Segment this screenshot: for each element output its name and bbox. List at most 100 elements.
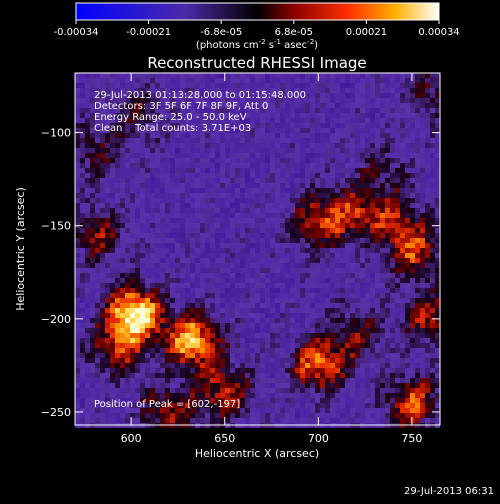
heatmap-cell — [285, 193, 290, 198]
heatmap-cell — [190, 393, 195, 398]
heatmap-cell — [135, 178, 140, 183]
heatmap-cell — [290, 343, 295, 348]
heatmap-cell — [215, 198, 220, 203]
heatmap-cell — [205, 303, 210, 308]
heatmap-cell — [420, 268, 425, 273]
heatmap-cell — [305, 248, 310, 253]
heatmap-cell — [200, 308, 205, 313]
heatmap-cell — [370, 78, 375, 83]
heatmap-cell — [165, 353, 170, 358]
heatmap-cell — [125, 413, 130, 418]
heatmap-cell — [350, 173, 355, 178]
heatmap-cell — [310, 78, 315, 83]
heatmap-cell — [105, 393, 110, 398]
heatmap-cell — [230, 178, 235, 183]
heatmap-cell — [90, 293, 95, 298]
heatmap-cell — [330, 88, 335, 93]
heatmap-cell — [285, 263, 290, 268]
heatmap-cell — [155, 323, 160, 328]
heatmap-cell — [405, 138, 410, 143]
heatmap-cell — [245, 213, 250, 218]
heatmap-cell — [330, 318, 335, 323]
heatmap-cell — [300, 378, 305, 383]
heatmap-cell — [230, 288, 235, 293]
heatmap-cell — [180, 343, 185, 348]
heatmap-cell — [235, 188, 240, 193]
heatmap-cell — [435, 283, 440, 288]
heatmap-cell — [275, 103, 280, 108]
heatmap-cell — [345, 368, 350, 373]
heatmap-cell — [380, 398, 385, 403]
heatmap-cell — [390, 233, 395, 238]
heatmap-cell — [300, 168, 305, 173]
heatmap-cell — [135, 328, 140, 333]
heatmap-cell — [385, 178, 390, 183]
heatmap-cell — [375, 158, 380, 163]
heatmap-cell — [410, 213, 415, 218]
heatmap-cell — [300, 403, 305, 408]
heatmap-cell — [205, 158, 210, 163]
heatmap-cell — [385, 323, 390, 328]
heatmap-cell — [110, 223, 115, 228]
heatmap-cell — [410, 323, 415, 328]
heatmap-cell — [125, 198, 130, 203]
heatmap-cell — [310, 258, 315, 263]
heatmap-cell — [295, 163, 300, 168]
heatmap-cell — [295, 273, 300, 278]
heatmap-cell — [245, 318, 250, 323]
heatmap-cell — [170, 73, 175, 78]
heatmap-cell — [230, 168, 235, 173]
heatmap-cell — [105, 368, 110, 373]
heatmap-cell — [285, 113, 290, 118]
heatmap-cell — [390, 193, 395, 198]
heatmap-cell — [395, 318, 400, 323]
heatmap-cell — [225, 173, 230, 178]
heatmap-cell — [240, 268, 245, 273]
heatmap-cell — [100, 288, 105, 293]
heatmap-cell — [145, 293, 150, 298]
heatmap-cell — [220, 238, 225, 243]
heatmap-cell — [435, 133, 440, 138]
heatmap-cell — [120, 158, 125, 163]
heatmap-cell — [285, 213, 290, 218]
heatmap-cell — [135, 293, 140, 298]
heatmap-cell — [405, 333, 410, 338]
heatmap-cell — [300, 233, 305, 238]
heatmap-cell — [185, 248, 190, 253]
heatmap-cell — [160, 333, 165, 338]
heatmap-cell — [270, 373, 275, 378]
heatmap-cell — [90, 238, 95, 243]
heatmap-cell — [245, 268, 250, 273]
heatmap-cell — [185, 303, 190, 308]
heatmap-cell — [320, 323, 325, 328]
heatmap-cell — [280, 178, 285, 183]
heatmap-cell — [350, 193, 355, 198]
heatmap-cell — [110, 353, 115, 358]
heatmap-cell — [390, 73, 395, 78]
heatmap-cell — [180, 233, 185, 238]
heatmap-cell — [310, 368, 315, 373]
heatmap-cell — [200, 268, 205, 273]
heatmap-cell — [355, 378, 360, 383]
heatmap-cell — [230, 253, 235, 258]
heatmap-cell — [95, 153, 100, 158]
heatmap-cell — [265, 303, 270, 308]
heatmap-cell — [215, 73, 220, 78]
heatmap-cell — [195, 163, 200, 168]
heatmap-cell — [300, 283, 305, 288]
heatmap-cell — [235, 138, 240, 143]
heatmap-cell — [285, 203, 290, 208]
heatmap-cell — [350, 403, 355, 408]
heatmap-cell — [240, 213, 245, 218]
heatmap-cell — [205, 203, 210, 208]
heatmap-cell — [205, 388, 210, 393]
heatmap-cell — [140, 363, 145, 368]
heatmap-cell — [360, 108, 365, 113]
heatmap-cell — [295, 213, 300, 218]
heatmap-cell — [260, 288, 265, 293]
heatmap-cell — [115, 388, 120, 393]
heatmap-cell — [340, 103, 345, 108]
heatmap-cell — [330, 213, 335, 218]
heatmap-cell — [95, 148, 100, 153]
heatmap-cell — [90, 228, 95, 233]
